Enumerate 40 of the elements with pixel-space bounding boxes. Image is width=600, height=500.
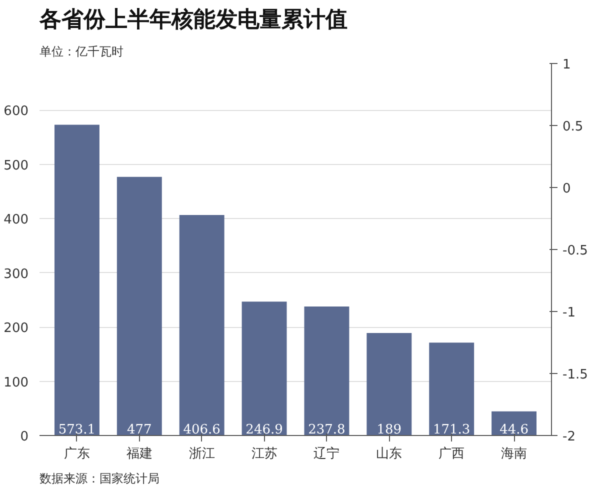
bar	[179, 215, 224, 436]
x-tick-label: 广西	[438, 446, 465, 462]
bar	[366, 333, 412, 436]
data-label: 189	[376, 422, 402, 438]
y-tick-label: 0	[20, 430, 29, 444]
x-tick-label: 江苏	[251, 446, 278, 462]
x-tick-label: 辽宁	[314, 446, 340, 462]
y-tick-label: 600	[4, 104, 29, 120]
data-label: 406.6	[183, 422, 220, 438]
y-tick-label: 400	[4, 212, 29, 228]
source-note: 数据来源：国家统计局	[40, 472, 160, 486]
y2-tick-label: -0.5	[562, 244, 588, 258]
bar	[242, 302, 287, 436]
y-tick-label: 300	[4, 266, 29, 282]
bar	[429, 342, 474, 436]
y-tick-label: 200	[4, 321, 29, 336]
data-label: 246.9	[246, 422, 283, 438]
y2-tick-label: 1	[562, 58, 571, 72]
bar	[54, 124, 100, 436]
x-tick-label: 山东	[376, 446, 402, 462]
data-label: 477	[126, 422, 152, 438]
bar	[304, 306, 350, 436]
x-tick-label: 福建	[126, 446, 152, 462]
data-label: 237.8	[308, 422, 346, 438]
x-tick-label: 海南	[501, 446, 528, 462]
data-label: 171.3	[432, 422, 470, 438]
y-tick-label: 500	[4, 158, 29, 174]
data-label: 573.1	[58, 422, 96, 438]
bar	[116, 176, 162, 436]
data-label: 44.6	[500, 422, 529, 438]
y2-tick-label: 0	[562, 182, 571, 196]
y2-tick-label: -2	[562, 430, 576, 444]
y2-tick-label: -1	[562, 306, 576, 320]
chart-title: 各省份上半年核能发电量累计值	[38, 8, 348, 32]
y2-tick-label: 0.5	[562, 120, 584, 134]
y2-tick-label: -1.5	[562, 368, 588, 382]
x-tick-label: 广东	[64, 446, 90, 462]
y-tick-label: 100	[4, 375, 29, 390]
y-axis-title: 单位：亿千瓦时	[40, 44, 124, 58]
x-tick-label: 浙江	[188, 446, 215, 462]
